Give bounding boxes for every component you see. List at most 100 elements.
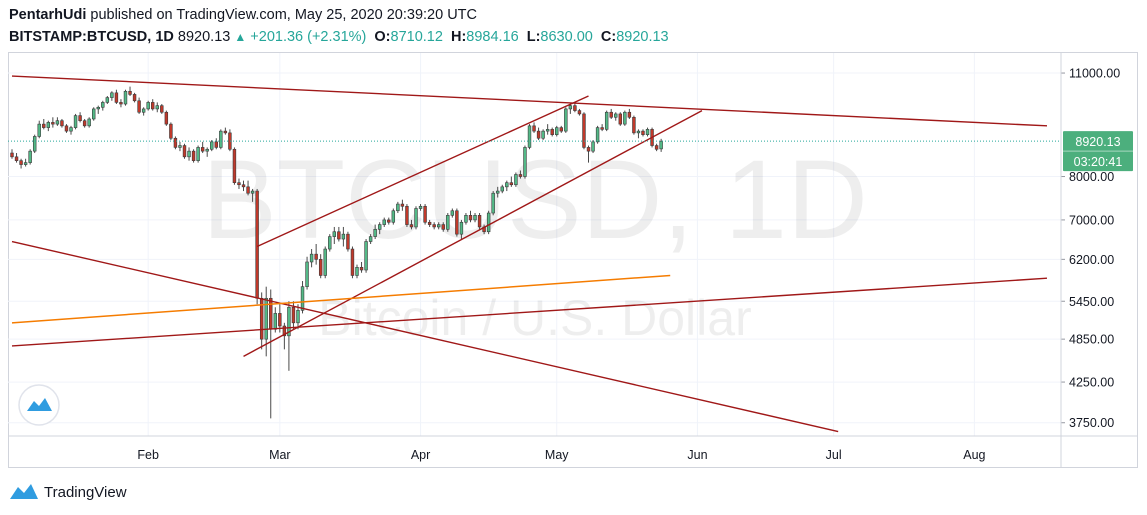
candle — [387, 217, 391, 225]
publisher-name[interactable]: PentarhUdi — [9, 7, 87, 23]
x-tick-label: Mar — [269, 448, 291, 462]
candle — [418, 204, 423, 211]
candle — [178, 141, 182, 152]
candle — [314, 243, 318, 265]
chart-frame — [8, 52, 1138, 468]
candle-body — [564, 108, 568, 132]
publish-info: PentarhUdi published on TradingView.com,… — [9, 7, 477, 23]
candle-body — [368, 236, 373, 242]
candle — [591, 140, 595, 154]
candle — [604, 110, 609, 132]
candle-body — [418, 205, 423, 209]
close-value: 8920.13 — [616, 29, 669, 45]
candle — [182, 143, 187, 159]
candle — [151, 99, 155, 111]
candle — [623, 110, 627, 126]
low-label: L: — [526, 29, 541, 45]
candle-body — [151, 102, 155, 110]
candle — [205, 147, 209, 157]
candle — [87, 117, 91, 128]
candle-body — [523, 147, 527, 177]
candle-body — [14, 156, 19, 161]
candle — [373, 224, 377, 240]
logo-badge[interactable] — [18, 384, 60, 426]
candle — [250, 188, 255, 202]
candle — [446, 213, 450, 232]
candle — [332, 226, 337, 244]
candle-body — [96, 106, 100, 110]
footer-brand[interactable]: TradingView — [44, 483, 127, 501]
candle-body — [114, 92, 119, 103]
trendline — [11, 240, 839, 433]
watermark-description: Bitcoin / U.S. Dollar — [318, 290, 751, 346]
candle — [241, 180, 246, 192]
candle — [210, 140, 214, 152]
candle — [654, 143, 659, 152]
candle — [155, 102, 159, 113]
candle — [259, 292, 264, 350]
candle-body — [614, 113, 618, 118]
candle-body — [223, 130, 228, 134]
candle-body — [309, 253, 314, 263]
candle-body — [110, 92, 114, 98]
candle-body — [391, 210, 396, 223]
candle-body — [618, 113, 622, 125]
symbol-label[interactable]: BITSTAMP:BTCUSD, 1D — [9, 29, 174, 45]
logo-badge-circle — [18, 384, 60, 426]
candle — [200, 141, 205, 154]
y-tick-label: 5450.00 — [1069, 295, 1114, 309]
candle — [82, 118, 87, 128]
candle-body — [654, 145, 659, 150]
candle-body — [387, 219, 391, 223]
candle — [409, 219, 414, 230]
candle — [536, 127, 541, 141]
candle — [364, 239, 368, 273]
candle-body — [123, 90, 128, 105]
candle-body — [28, 150, 32, 163]
candle-body — [178, 145, 182, 148]
candle — [169, 122, 173, 141]
high-value: 8984.16 — [466, 29, 519, 45]
low-value: 8630.00 — [540, 29, 593, 45]
candle-body — [604, 111, 609, 130]
candle — [582, 112, 586, 150]
candle-body — [273, 313, 277, 330]
candle-body — [164, 111, 169, 125]
candle — [173, 136, 178, 150]
y-tick-label: 8000.00 — [1069, 170, 1114, 184]
x-tick-label: Jun — [687, 448, 707, 462]
candle-body — [196, 147, 200, 161]
candle-body — [359, 267, 364, 271]
candle — [545, 124, 550, 135]
candle — [645, 127, 650, 137]
candle-body — [73, 115, 78, 128]
y-tick-label: 11000.00 — [1069, 67, 1120, 81]
candle — [328, 234, 332, 252]
candle-body — [532, 125, 536, 132]
x-tick-label: Apr — [411, 448, 430, 462]
candle — [219, 129, 223, 150]
candle-body — [82, 120, 87, 127]
candle-body — [19, 160, 23, 165]
candle — [595, 125, 600, 144]
candle — [427, 219, 432, 227]
candle — [323, 246, 327, 279]
price-badge: 8920.13 03:20:41 — [1063, 131, 1133, 172]
candle-body — [409, 224, 414, 228]
trendline — [256, 95, 589, 248]
candle-body — [600, 127, 604, 130]
candle-body — [282, 325, 287, 337]
candle-body — [128, 90, 132, 95]
candle-body — [137, 100, 141, 113]
candle-body — [464, 215, 468, 223]
high-label: H: — [450, 29, 467, 45]
candle — [228, 129, 232, 152]
candle-body — [169, 123, 173, 139]
candle-body — [559, 127, 563, 132]
candle-body — [323, 248, 327, 276]
candle-body — [146, 102, 150, 110]
candle-body — [237, 182, 241, 186]
candle — [305, 256, 309, 290]
candle-body — [477, 215, 482, 228]
